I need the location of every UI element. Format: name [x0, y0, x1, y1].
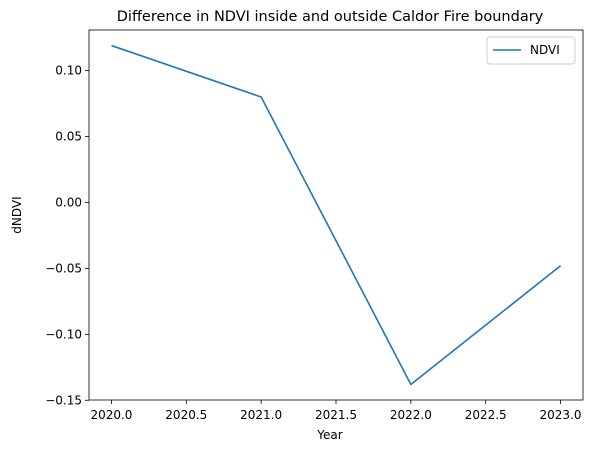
y-tick-label: −0.10: [45, 327, 82, 341]
legend-label: NDVI: [530, 43, 560, 57]
legend: NDVI: [486, 36, 576, 65]
x-tick-label: 2021.0: [240, 408, 282, 422]
x-tick-label: 2022.0: [390, 408, 432, 422]
x-tick-label: 2022.5: [465, 408, 507, 422]
plot-area: [89, 30, 583, 400]
plot-frame: [88, 29, 584, 401]
y-tick-label: −0.05: [45, 261, 82, 275]
legend-box: [486, 36, 576, 65]
y-tick-label: −0.15: [45, 393, 82, 407]
chart-title: Difference in NDVI inside and outside Ca…: [117, 9, 544, 25]
y-axis-label: dNDVI: [10, 196, 24, 233]
y-tick-label: 0.05: [55, 130, 82, 144]
x-axis: 2020.0 2020.5 2021.0 2021.5 2022.0 2022.5 2023…: [90, 400, 582, 422]
x-tick-label: 2021.5: [315, 408, 357, 422]
x-axis-label: Year: [316, 428, 342, 442]
y-tick-label: 0.10: [55, 64, 82, 78]
x-tick-label: 2023.0: [540, 408, 582, 422]
series-line-ndvi: [111, 44, 562, 386]
series-layer: [111, 44, 562, 386]
y-axis: −0.15 −0.10 −0.05 0.00 0.05 0.10: [45, 64, 89, 407]
x-tick-label: 2020.5: [165, 408, 207, 422]
y-tick-label: 0.00: [55, 195, 82, 209]
x-tick-label: 2020.0: [90, 408, 132, 422]
